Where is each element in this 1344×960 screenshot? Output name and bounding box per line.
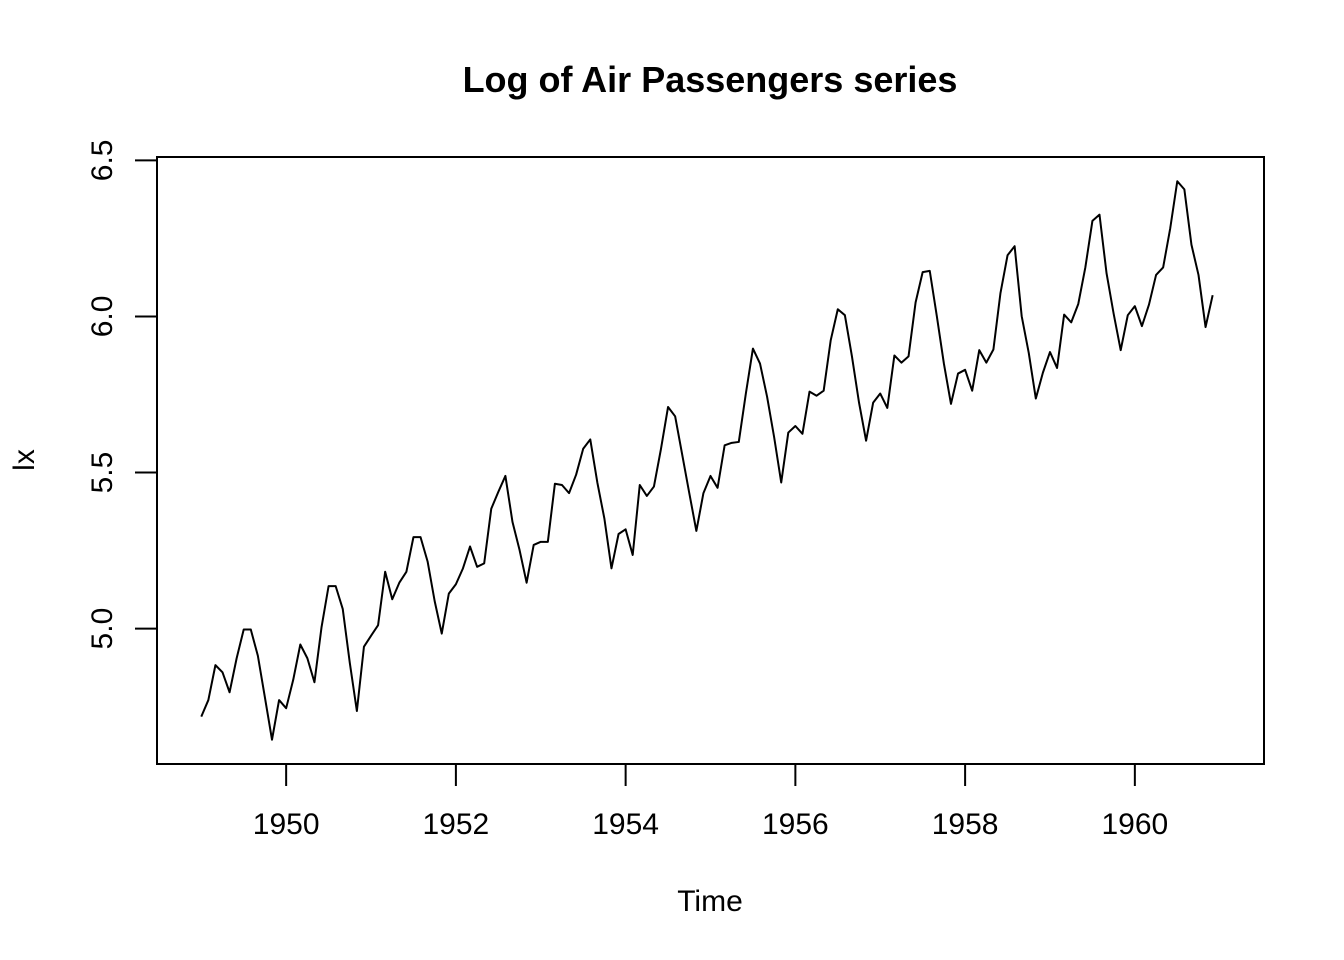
y-tick-label: 6.5 bbox=[86, 140, 119, 182]
x-tick-label: 1952 bbox=[423, 808, 490, 841]
x-tick-label: 1950 bbox=[253, 808, 320, 841]
plot-frame bbox=[156, 156, 1265, 765]
y-tick-label: 5.5 bbox=[86, 452, 119, 494]
x-tick-label: 1960 bbox=[1101, 808, 1168, 841]
x-axis-label: Time bbox=[677, 885, 743, 918]
x-tick-label: 1954 bbox=[592, 808, 659, 841]
y-tick-label: 6.0 bbox=[86, 296, 119, 338]
x-tick-label: 1958 bbox=[932, 808, 999, 841]
chart-title: Log of Air Passengers series bbox=[463, 59, 958, 100]
x-tick-label: 1956 bbox=[762, 808, 829, 841]
y-axis-label: lx bbox=[8, 449, 41, 471]
y-tick-label: 5.0 bbox=[86, 608, 119, 650]
x-axis: 1950 1952 1954 1956 1958 1960 bbox=[253, 763, 1168, 841]
series-line bbox=[200, 180, 1214, 741]
y-axis: 5.0 5.5 6.0 6.5 bbox=[86, 140, 158, 650]
